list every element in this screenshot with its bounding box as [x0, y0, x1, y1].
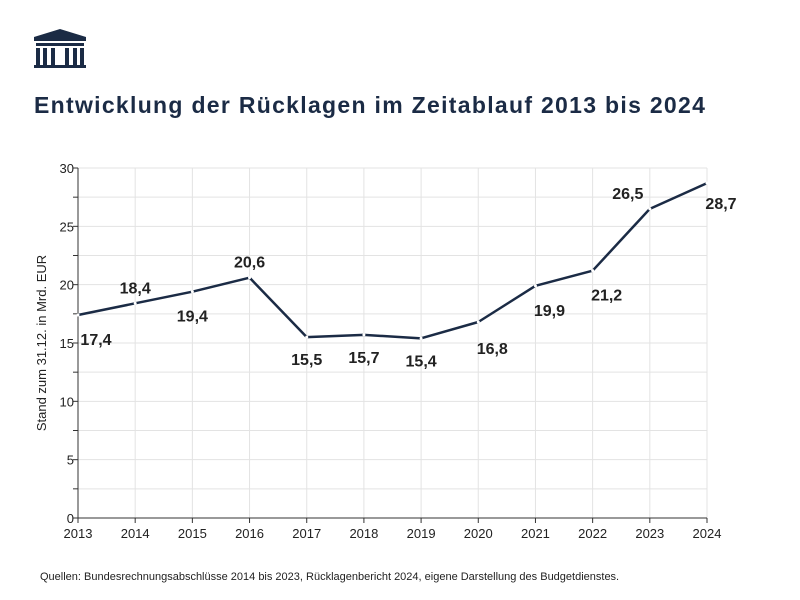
y-tick-label: 20 — [60, 278, 74, 293]
chart-title: Entwicklung der Rücklagen im Zeitablauf … — [34, 92, 707, 118]
y-tick-label: 15 — [60, 336, 74, 351]
data-point — [248, 276, 252, 280]
data-label: 17,4 — [80, 332, 111, 349]
data-point — [648, 207, 652, 211]
data-point — [533, 284, 537, 288]
x-tick-label: 2022 — [578, 526, 607, 541]
x-tick-label: 2024 — [693, 526, 722, 541]
y-tick-label: 10 — [60, 394, 74, 409]
data-point — [305, 335, 309, 339]
data-point — [705, 181, 709, 185]
x-tick-label: 2013 — [64, 526, 93, 541]
data-point — [190, 290, 194, 294]
x-tick-label: 2019 — [407, 526, 436, 541]
data-point — [76, 313, 80, 317]
x-tick-label: 2016 — [235, 526, 264, 541]
data-label: 18,4 — [120, 280, 151, 297]
data-point — [476, 320, 480, 324]
x-tick-label: 2014 — [121, 526, 150, 541]
parliament-logo-icon — [34, 29, 86, 68]
data-point — [419, 336, 423, 340]
y-tick-label: 30 — [60, 161, 74, 176]
data-label: 15,5 — [291, 352, 322, 369]
series-line — [77, 182, 708, 340]
data-point — [133, 301, 137, 305]
data-label: 19,9 — [534, 303, 565, 320]
data-label: 15,7 — [348, 350, 379, 367]
data-label: 20,6 — [234, 255, 265, 272]
x-tick-label: 2021 — [521, 526, 550, 541]
data-label: 28,7 — [705, 196, 736, 213]
data-label: 19,4 — [177, 309, 208, 326]
y-tick-label: 25 — [60, 219, 74, 234]
data-point — [362, 333, 366, 337]
data-point — [591, 269, 595, 273]
data-label: 15,4 — [406, 353, 437, 370]
data-label: 21,2 — [591, 288, 622, 305]
x-tick-label: 2023 — [635, 526, 664, 541]
y-tick-label: 5 — [67, 453, 74, 468]
source-note: Quellen: Bundesrechnungsabschlüsse 2014 … — [40, 571, 620, 583]
y-tick-label: 0 — [67, 511, 74, 526]
x-tick-label: 2020 — [464, 526, 493, 541]
y-axis-label: Stand zum 31.12. in Mrd. EUR — [34, 255, 49, 431]
data-label: 16,8 — [477, 341, 508, 358]
data-label: 26,5 — [612, 186, 643, 203]
x-tick-label: 2017 — [292, 526, 321, 541]
x-tick-label: 2015 — [178, 526, 207, 541]
x-tick-label: 2018 — [349, 526, 378, 541]
